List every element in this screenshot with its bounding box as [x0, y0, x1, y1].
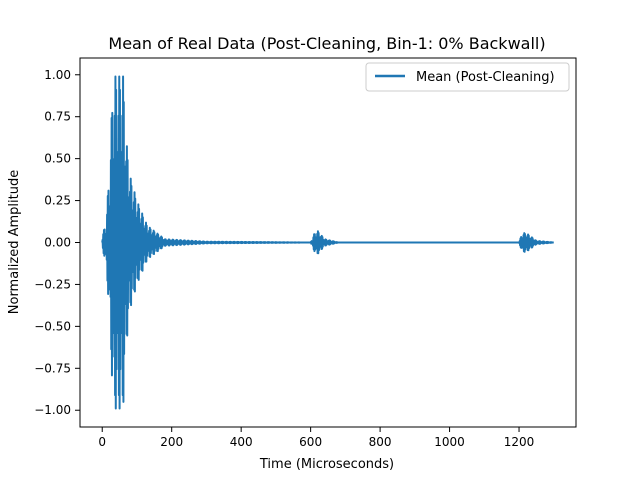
y-tick-label: −0.75	[34, 361, 71, 375]
y-axis-ticks: −1.00 −0.75 −0.50 −0.25 0.00 0.25 0.50 0.75 1.00	[34, 68, 80, 417]
chart-title: Mean of Real Data (Post-Cleaning, Bin-1:…	[108, 34, 545, 53]
legend-label-mean: Mean (Post-Cleaning)	[416, 70, 555, 85]
x-axis-ticks: 0 200 400 600 800 1000 1200	[98, 427, 534, 449]
y-tick-label: 1.00	[44, 68, 71, 82]
legend-box	[365, 62, 570, 92]
series-layer	[101, 75, 555, 410]
x-tick-label: 200	[160, 435, 183, 449]
y-tick-label: 0.50	[44, 152, 71, 166]
y-tick-label: 0.75	[44, 110, 71, 124]
y-tick-label: −1.00	[34, 403, 71, 417]
x-tick-label: 600	[299, 435, 322, 449]
y-axis-label: Normalized Amplitude	[7, 170, 22, 314]
x-tick-label: 1000	[434, 435, 465, 449]
y-tick-label: −0.50	[34, 319, 71, 333]
series-line-mean	[101, 75, 555, 410]
x-tick-label: 400	[230, 435, 253, 449]
x-tick-label: 1200	[504, 435, 535, 449]
legend: Mean (Post-Cleaning)	[365, 62, 570, 92]
x-axis-label: Time (Microseconds)	[259, 457, 394, 472]
y-tick-label: 0.00	[44, 236, 71, 250]
y-tick-label: −0.25	[34, 277, 71, 291]
x-tick-label: 800	[369, 435, 392, 449]
x-tick-label: 0	[98, 435, 106, 449]
y-tick-label: 0.25	[44, 194, 71, 208]
